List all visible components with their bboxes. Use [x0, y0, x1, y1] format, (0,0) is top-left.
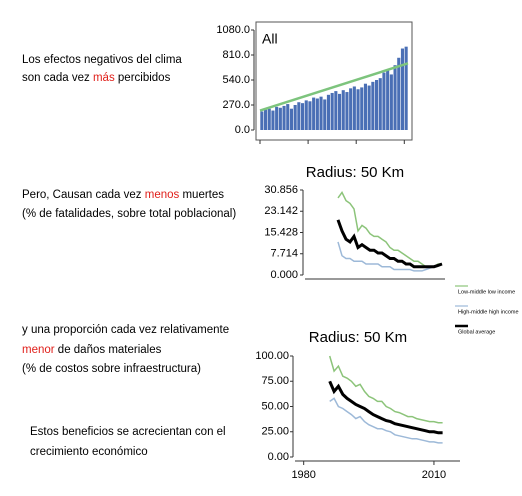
bar	[356, 89, 360, 130]
bar	[378, 78, 382, 130]
bar	[386, 69, 390, 130]
line-series	[337, 190, 442, 268]
bar	[345, 92, 349, 130]
legend-label: High-middle high income	[458, 309, 519, 315]
line-series	[337, 241, 443, 272]
plot-frame	[255, 21, 413, 141]
text-line: son cada vez más percibidos	[22, 72, 171, 84]
text-span: percibidos	[115, 72, 171, 84]
bar	[271, 110, 275, 130]
bar	[338, 93, 342, 130]
bar	[330, 92, 334, 130]
bar	[293, 105, 297, 130]
bar	[371, 81, 375, 130]
y-tick-label: 100.00	[255, 350, 289, 362]
y-tick-label: 0.000	[270, 269, 298, 281]
bar	[341, 90, 345, 130]
text-span: Pero, Causan cada vez	[22, 189, 145, 201]
bar	[326, 94, 330, 130]
chart-title: All	[262, 31, 278, 47]
y-tick-label: 1080.0	[216, 24, 250, 36]
y-tick-label: 30.856	[264, 184, 298, 196]
bar	[308, 101, 312, 130]
bar	[352, 86, 356, 130]
bar	[312, 97, 316, 130]
bar	[315, 98, 319, 130]
bar	[323, 99, 327, 130]
bar	[375, 80, 379, 130]
bar	[404, 46, 408, 130]
text-span: de daños materiales	[55, 344, 162, 356]
line-series	[329, 397, 443, 444]
y-tick-label: 0.00	[268, 451, 289, 463]
line-series	[328, 355, 443, 424]
bar	[400, 48, 404, 130]
chart-title: Radius: 50 Km	[306, 164, 404, 181]
bar	[275, 106, 279, 130]
line-series	[336, 219, 443, 269]
text-span: menor	[22, 344, 55, 356]
x-tick-label: 2010	[422, 469, 446, 481]
bar	[304, 100, 308, 130]
bar	[349, 88, 353, 130]
x-tick-label: 1980	[291, 469, 315, 481]
bar	[282, 105, 286, 130]
text-span: muertes	[179, 189, 224, 201]
y-tick-label: 25.00	[261, 426, 289, 438]
text-line: Pero, Causan cada vez menos muertes	[22, 189, 224, 201]
y-tick-label: 23.142	[264, 205, 298, 217]
bar	[393, 65, 397, 130]
y-tick-label: 810.0	[222, 49, 250, 61]
bar	[267, 108, 271, 130]
y-tick-label: 75.00	[261, 375, 289, 387]
bar	[363, 83, 367, 130]
chart-title: Radius: 50 Km	[309, 329, 407, 346]
text-span: más	[93, 72, 115, 84]
bar	[367, 85, 371, 130]
text-line: crecimiento económico	[30, 446, 148, 458]
y-tick-label: 7.714	[270, 248, 298, 260]
text-span: son cada vez	[22, 72, 93, 84]
text-line: y una proporción cada vez relativamente	[22, 324, 229, 336]
text-span: menos	[145, 189, 180, 201]
y-tick-label: 540.0	[222, 74, 250, 86]
bar	[360, 87, 364, 130]
text-line: Los efectos negativos del clima	[22, 54, 182, 66]
bar	[397, 57, 401, 130]
bar	[301, 103, 305, 130]
line-series	[328, 380, 443, 435]
y-tick-label: 50.00	[261, 400, 289, 412]
text-line: Estos beneficios se acrecientan con el	[30, 426, 226, 438]
bar	[289, 108, 293, 130]
bar	[286, 104, 290, 130]
bar	[278, 107, 282, 130]
legend-label: Global average	[458, 329, 495, 335]
bar	[264, 109, 268, 130]
bar	[297, 102, 301, 130]
text-line: menor de daños materiales	[22, 344, 162, 356]
bar	[319, 96, 323, 130]
bar	[382, 72, 386, 130]
y-tick-label: 270.0	[222, 99, 250, 111]
y-tick-label: 15.428	[264, 226, 298, 238]
text-line: (% de costos sobre infraestructura)	[22, 363, 201, 375]
text-line: (% de fatalidades, sobre total poblacion…	[22, 208, 236, 220]
bar	[334, 91, 338, 130]
trend-line	[259, 62, 409, 112]
bar	[389, 74, 393, 130]
y-tick-label: 0.0	[235, 124, 250, 136]
legend-label: Low-middle low income	[458, 289, 515, 295]
bar	[260, 111, 264, 130]
